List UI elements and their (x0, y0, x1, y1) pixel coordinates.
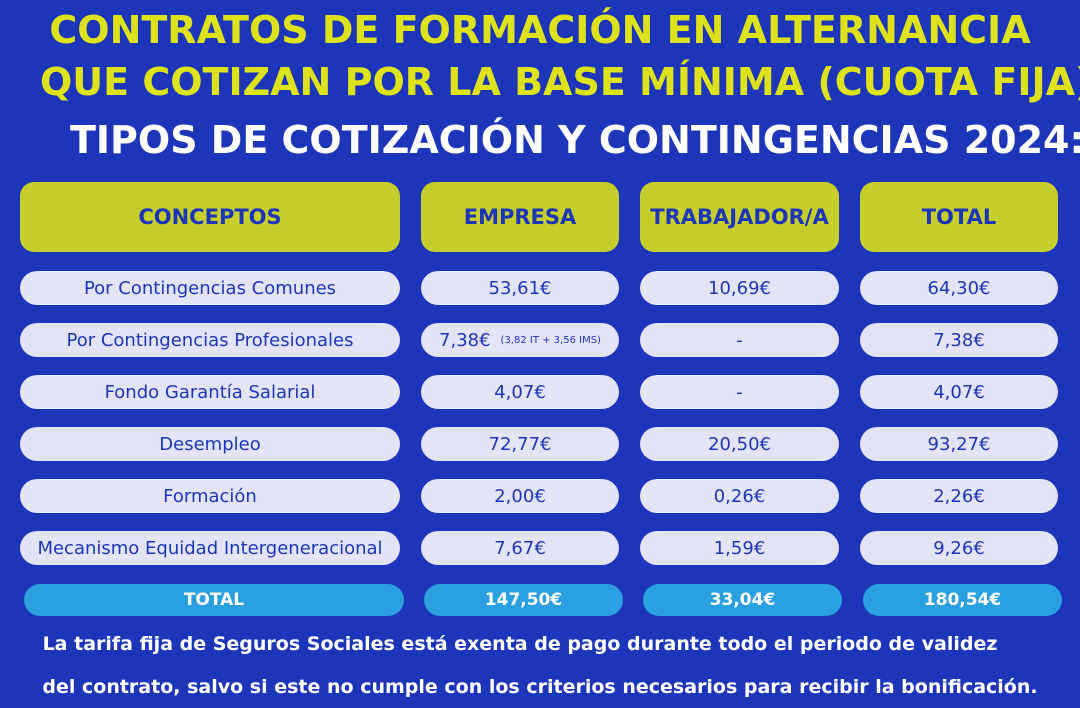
header-total: TOTAL (860, 182, 1058, 252)
total-row-trabajador: 33,04€ (643, 584, 842, 616)
row-trabajador: 10,69€ (640, 271, 839, 305)
header-conceptos: CONCEPTOS (20, 182, 400, 252)
empresa-value: 72,77€ (488, 433, 552, 455)
row-concepto: Por Contingencias Comunes (20, 271, 400, 305)
total-row-total: 180,54€ (863, 584, 1062, 616)
row-concepto: Desempleo (20, 427, 400, 461)
row-empresa: 53,61€ (421, 271, 619, 305)
row-total: 2,26€ (860, 479, 1058, 513)
empresa-value: 4,07€ (494, 381, 546, 403)
row-trabajador: - (640, 375, 839, 409)
footer-line-1: La tarifa fija de Seguros Sociales está … (42, 633, 998, 655)
row-total: 4,07€ (860, 375, 1058, 409)
header-trabajador: TRABAJADOR/A (640, 182, 839, 252)
empresa-value: 7,38€ (439, 329, 491, 351)
row-empresa: 2,00€ (421, 479, 619, 513)
row-total: 64,30€ (860, 271, 1058, 305)
empresa-value: 2,00€ (494, 485, 546, 507)
row-empresa: 7,38€ (3,82 IT + 3,56 IMS) (421, 323, 619, 357)
row-concepto: Fondo Garantía Salarial (20, 375, 400, 409)
total-row-empresa: 147,50€ (424, 584, 623, 616)
row-trabajador: 20,50€ (640, 427, 839, 461)
empresa-note: (3,82 IT + 3,56 IMS) (500, 334, 601, 346)
total-row-label: TOTAL (24, 584, 404, 616)
title-line-1: CONTRATOS DE FORMACIÓN EN ALTERNANCIA (49, 8, 1031, 52)
row-total: 9,26€ (860, 531, 1058, 565)
title-line-3: TIPOS DE COTIZACIÓN Y CONTINGENCIAS 2024… (70, 118, 1080, 162)
header-empresa: EMPRESA (421, 182, 619, 252)
row-empresa: 4,07€ (421, 375, 619, 409)
row-trabajador: 1,59€ (640, 531, 839, 565)
empresa-value: 7,67€ (494, 537, 546, 559)
row-concepto: Mecanismo Equidad Intergeneracional (20, 531, 400, 565)
empresa-value: 53,61€ (488, 277, 552, 299)
row-concepto: Por Contingencias Profesionales (20, 323, 400, 357)
row-trabajador: 0,26€ (640, 479, 839, 513)
row-total: 7,38€ (860, 323, 1058, 357)
row-trabajador: - (640, 323, 839, 357)
row-empresa: 72,77€ (421, 427, 619, 461)
row-concepto: Formación (20, 479, 400, 513)
footer-line-2: del contrato, salvo si este no cumple co… (42, 676, 1038, 698)
row-empresa: 7,67€ (421, 531, 619, 565)
row-total: 93,27€ (860, 427, 1058, 461)
title-line-2: QUE COTIZAN POR LA BASE MÍNIMA (CUOTA FI… (40, 60, 1080, 104)
